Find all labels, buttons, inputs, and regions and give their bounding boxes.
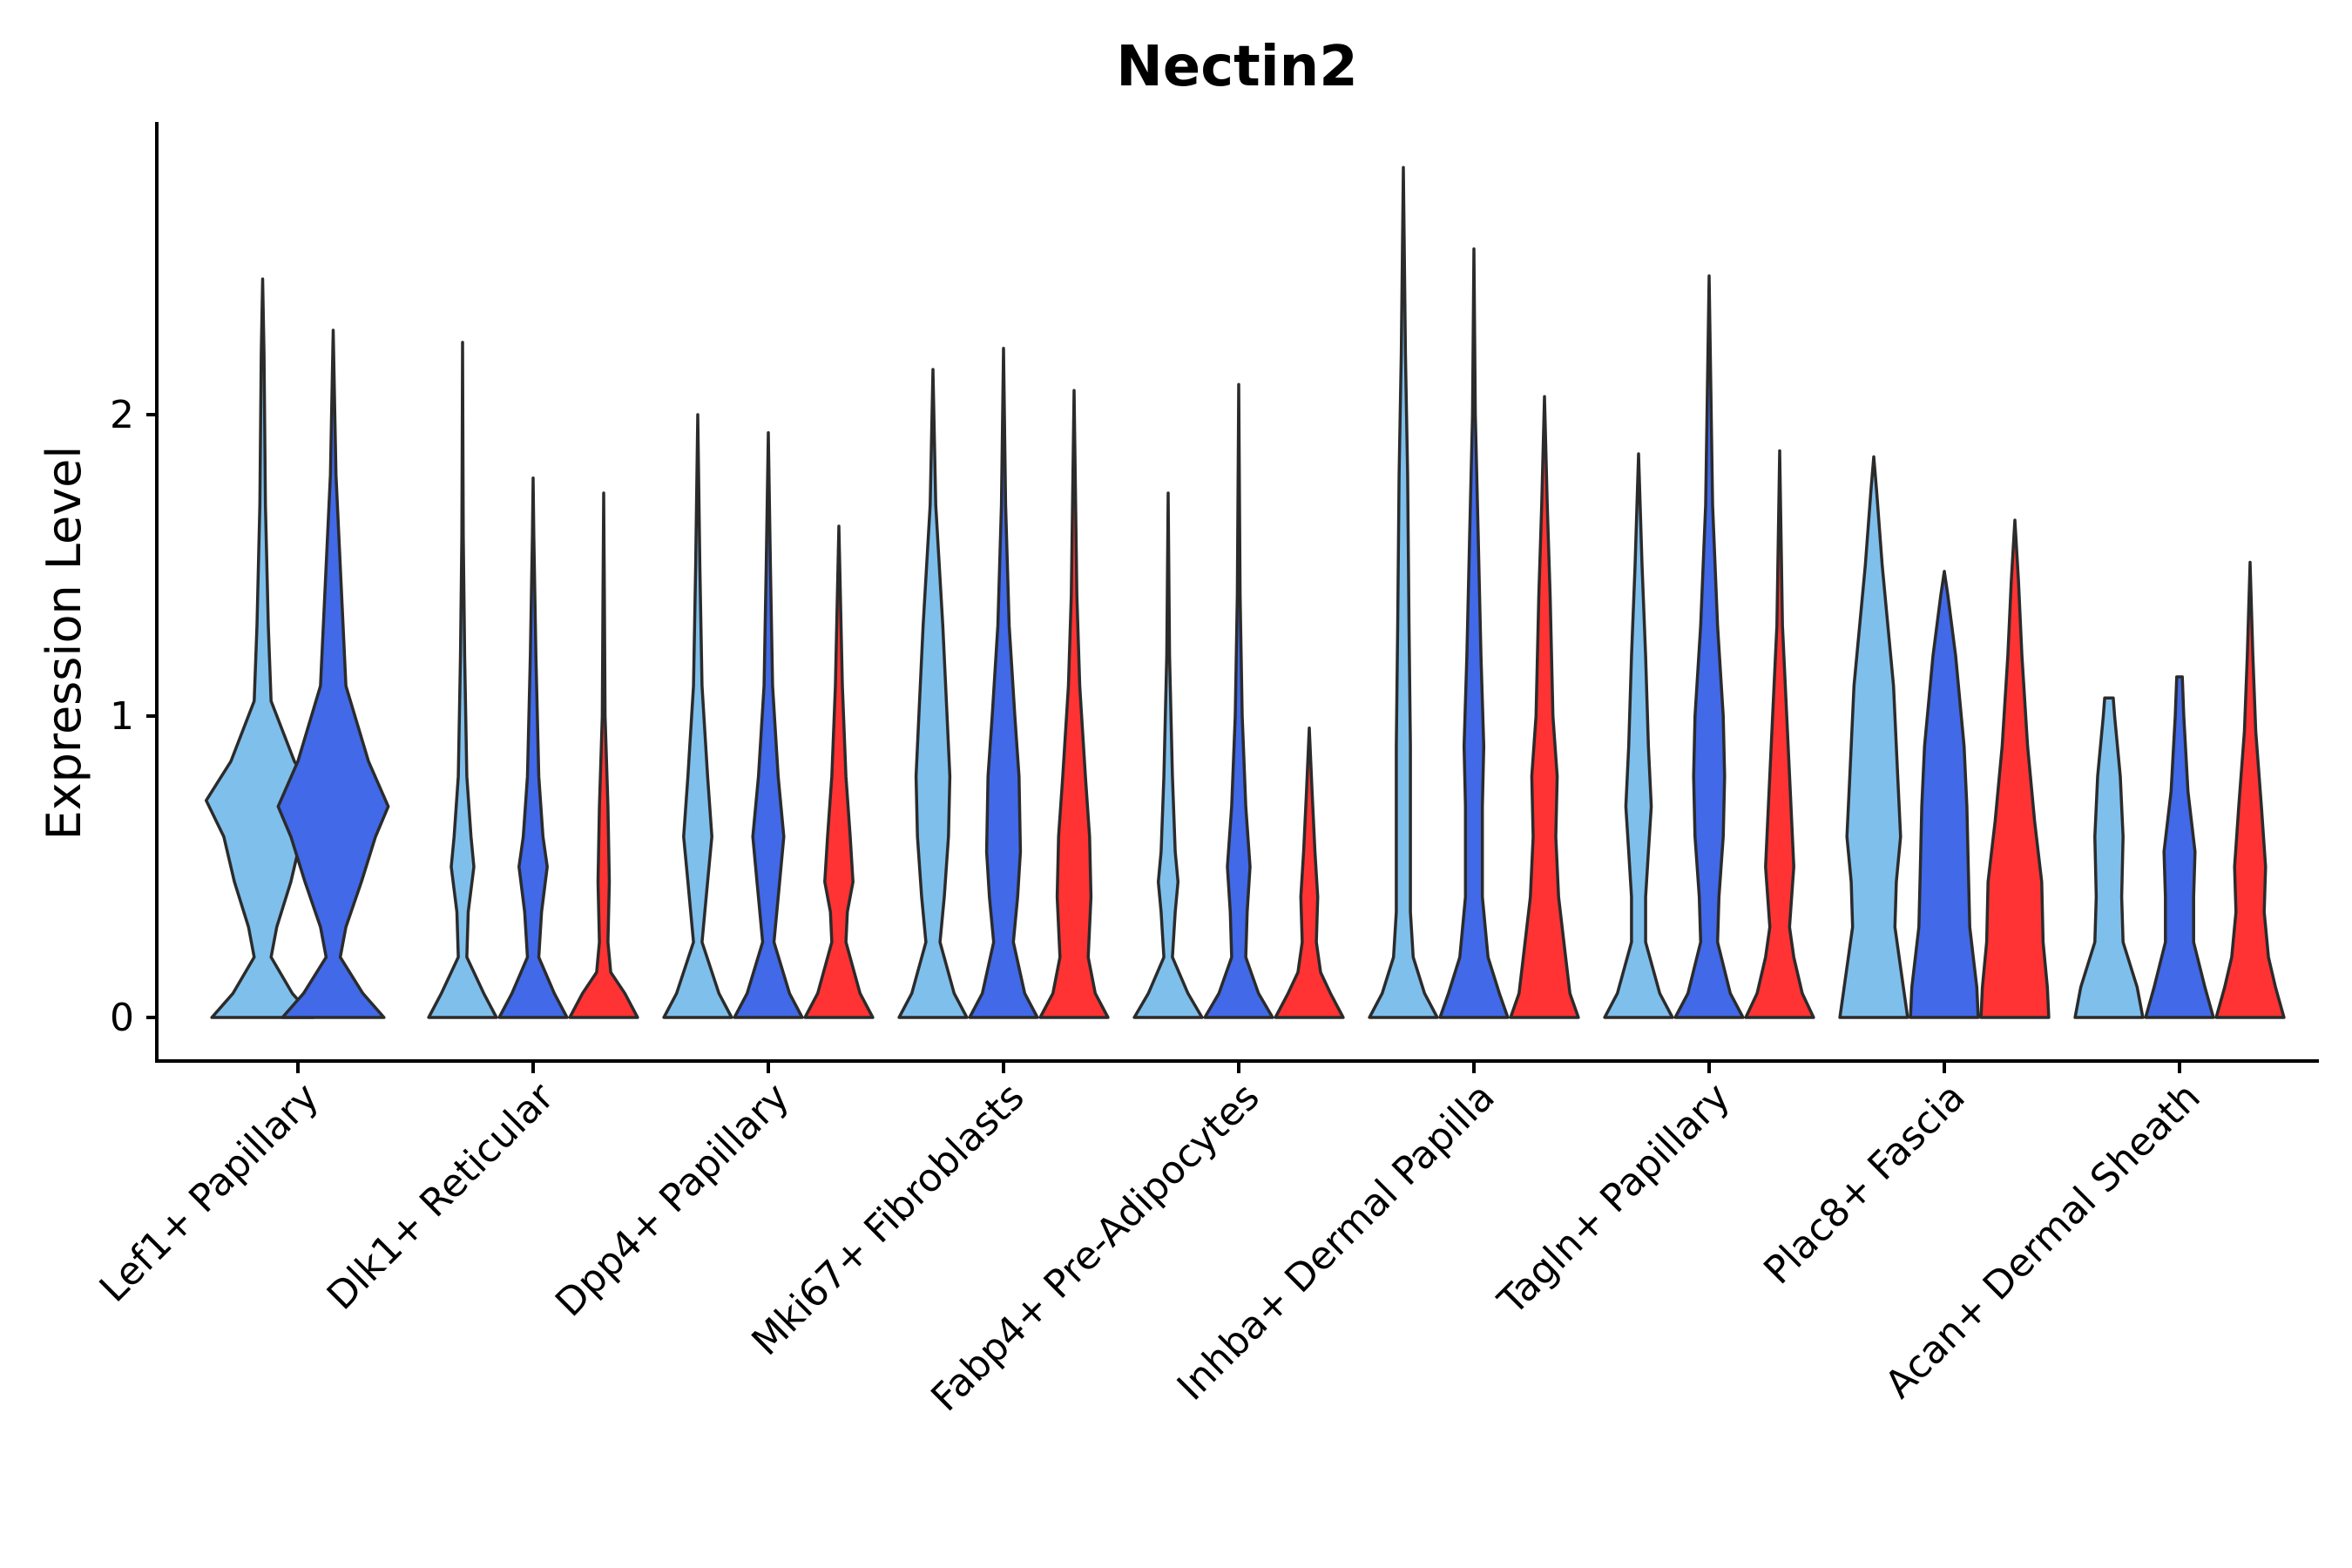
x-tick-label: Lef1+ Papillary [91, 1075, 328, 1311]
x-tick-label: Tagln+ Papillary [1490, 1075, 1739, 1324]
violin-3-0 [897, 368, 969, 1019]
violin-5-0 [1368, 166, 1439, 1019]
x-tick-label: Dlk1+ Reticular [319, 1074, 564, 1319]
y-axis-ticks: 0 1 2 [110, 393, 157, 1040]
violin-1-2 [568, 491, 639, 1019]
violin-7-1 [1909, 570, 1980, 1019]
violin-1-0 [427, 341, 498, 1019]
y-tick-label: 1 [110, 694, 134, 739]
violin-4-1 [1203, 382, 1274, 1019]
violin-7-2 [1979, 518, 2051, 1019]
chart-title: Nectin2 [1116, 35, 1358, 99]
violin-0-0 [204, 277, 321, 1019]
violin-1-1 [497, 476, 569, 1019]
x-tick-label: Dpp4+ Papillary [547, 1075, 798, 1326]
x-tick-label: Plac8+ Fascia [1755, 1075, 1974, 1294]
violin-4-0 [1132, 491, 1204, 1019]
y-tick-label: 2 [110, 393, 134, 437]
violin-5-2 [1509, 395, 1580, 1019]
violins-layer [204, 166, 2286, 1019]
violin-8-0 [2073, 696, 2145, 1019]
y-tick-label: 0 [110, 996, 134, 1040]
violin-3-1 [968, 347, 1039, 1019]
violin-8-2 [2214, 560, 2286, 1019]
violin-4-2 [1274, 727, 1345, 1019]
violin-0-1 [276, 328, 390, 1019]
violin-2-2 [803, 524, 875, 1019]
violin-2-1 [733, 431, 804, 1019]
violin-5-1 [1438, 247, 1510, 1019]
y-axis-label: Expression Level [37, 446, 91, 841]
violin-6-0 [1603, 452, 1674, 1019]
violin-2-0 [662, 413, 733, 1019]
violin-6-2 [1744, 449, 1815, 1019]
violin-7-0 [1838, 455, 1909, 1019]
violin-8-1 [2144, 675, 2215, 1019]
violin-3-2 [1038, 389, 1110, 1019]
violin-6-1 [1673, 274, 1745, 1019]
